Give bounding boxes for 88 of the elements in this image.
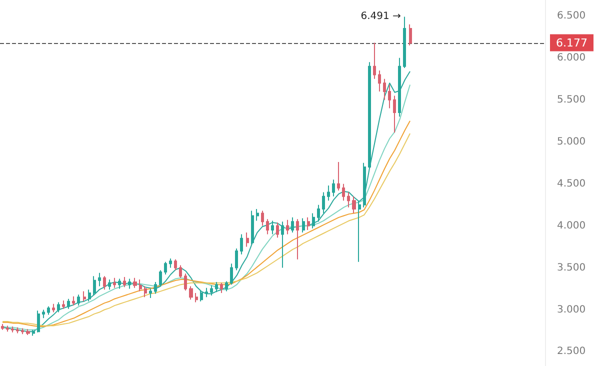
candlestick [103,276,106,290]
candlestick [189,286,193,300]
candlestick [113,277,116,288]
candlestick [235,248,238,271]
candlestick [88,289,91,302]
candlestick [286,219,289,235]
candlestick [1,324,4,330]
candlestick [240,234,243,255]
candlestick [139,279,142,292]
candlestick [52,303,55,313]
candlestick [205,287,208,298]
candlestick [220,282,223,294]
annotation: 6.491 → [360,11,401,22]
candlestick [302,218,305,234]
candlestick [317,204,320,222]
y-tick-label: 4.000 [557,220,586,232]
candlestick [363,162,366,208]
candlestick [261,210,264,226]
candlestick [266,218,269,235]
candlestick [332,179,335,197]
candlestick [118,278,121,290]
candlestick [11,326,14,333]
candlestick [403,16,406,68]
candlestick [57,302,60,313]
candlestick [225,280,228,292]
candlestick [296,218,299,260]
candlestick [210,284,213,296]
candlestick [393,95,396,134]
candlestick [307,216,310,231]
candlestick [83,290,86,302]
y-tick-label: 5.500 [557,94,586,106]
candlestick [123,276,126,288]
candlestick [144,286,147,298]
candlestick [246,232,249,248]
candlestick [42,309,45,319]
candlestick [281,221,284,268]
candlestick [322,192,325,214]
candlestick [164,261,167,275]
candlestick [383,78,386,100]
candlestick [21,328,24,335]
candlestick [409,24,412,46]
y-tick-label: 3.500 [557,262,586,274]
candlestick [169,258,172,268]
candlestick [174,258,177,271]
candlestick [251,210,254,245]
y-tick-label: 5.000 [557,136,586,148]
candlestick [16,326,19,334]
candlestick [159,270,162,287]
y-tick-label: 3.000 [557,304,586,316]
candlestick [230,263,233,286]
y-tick-label: 4.500 [557,178,586,190]
candlestick [291,216,294,234]
candlestick [67,298,70,310]
y-tick-label: 2.500 [557,346,586,358]
candlestick [271,220,274,235]
candlestick [195,292,198,303]
candlestick [200,290,203,302]
candlestick [342,183,345,202]
candlestick [149,288,152,299]
candlestick [133,277,137,288]
candlestick [77,294,80,306]
candlestick [388,84,391,109]
candlestick [337,162,340,192]
candlestick [327,185,330,202]
candlestick [47,306,50,316]
candlestick [62,300,65,310]
y-tick-label: 6.500 [557,10,586,22]
y-tick-label: 6.000 [557,52,586,64]
candlestick [352,196,356,214]
candlestick [312,212,315,229]
candlestick [373,42,376,80]
candlestick [128,278,131,290]
candlestick [6,325,9,332]
candlestick [378,70,381,92]
candlestick [276,222,279,238]
candlestick [184,273,187,291]
candlestick [108,279,111,290]
candlestick [256,208,259,222]
candlestick [154,282,157,294]
candlestick [26,328,30,336]
candlestick [215,282,218,293]
candlestick [72,296,75,306]
candlestick [347,192,350,208]
candlestick [358,200,361,262]
candlestick [98,272,101,287]
ref-line-label: 6.177 [556,36,588,50]
candlestick [93,276,96,296]
candlestick [179,264,182,278]
